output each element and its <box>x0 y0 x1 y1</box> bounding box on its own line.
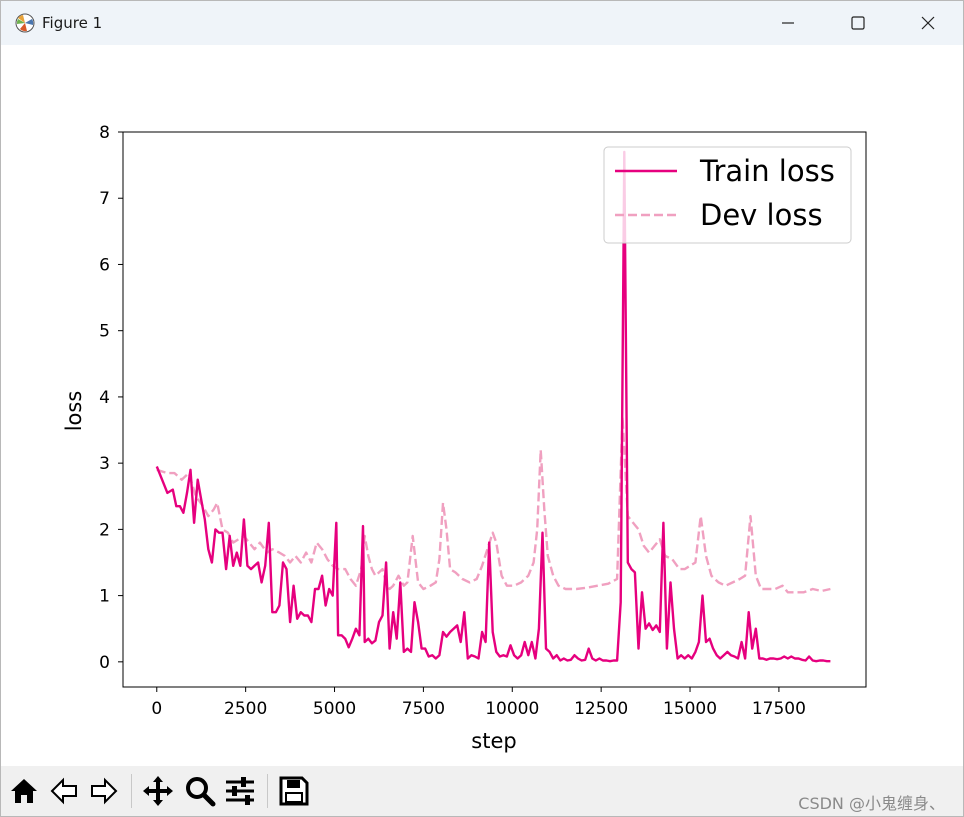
x-tick-label: 5000 <box>313 699 356 719</box>
title-bar[interactable]: Figure 1 <box>1 1 963 45</box>
y-tick-label: 0 <box>99 653 110 673</box>
legend-dev-label: Dev loss <box>700 198 823 232</box>
x-tick-label: 10000 <box>485 699 539 719</box>
pan-icon <box>143 776 173 806</box>
y-tick-label: 5 <box>99 322 110 342</box>
dev-loss-line <box>156 415 831 594</box>
x-tick-label: 15000 <box>663 699 717 719</box>
train-loss-line <box>155 150 831 663</box>
x-tick-label: 0 <box>151 699 162 719</box>
close-icon <box>921 16 935 30</box>
y-tick-label: 8 <box>99 123 110 143</box>
watermark: CSDN @小鬼缠身、 <box>798 794 945 813</box>
x-axis-label: step <box>471 729 516 753</box>
maximize-button[interactable] <box>823 1 893 45</box>
close-button[interactable] <box>893 1 963 45</box>
forward-button[interactable] <box>87 774 121 808</box>
legend: Train loss Dev loss <box>603 146 852 244</box>
zoom-icon <box>186 777 216 807</box>
minimize-icon <box>782 22 794 24</box>
navigation-toolbar: CSDN @小鬼缠身、 <box>1 766 963 816</box>
y-tick-label: 2 <box>99 520 110 540</box>
save-icon <box>279 776 309 806</box>
y-axis-label: loss <box>62 391 86 432</box>
x-tick-label: 2500 <box>224 699 267 719</box>
maximize-icon <box>851 16 865 30</box>
configure-subplots-icon <box>226 777 254 805</box>
configure-subplots-button[interactable] <box>223 774 257 808</box>
home-button[interactable] <box>7 774 41 808</box>
pan-button[interactable] <box>141 774 175 808</box>
toolbar-separator <box>267 774 268 808</box>
window-title: Figure 1 <box>42 14 103 32</box>
home-icon <box>11 779 37 803</box>
y-tick-label: 4 <box>99 388 110 408</box>
y-tick-label: 1 <box>99 587 110 607</box>
back-arrow-icon <box>50 777 77 805</box>
back-button[interactable] <box>47 774 81 808</box>
x-tick-label: 17500 <box>752 699 806 719</box>
y-tick-label: 3 <box>99 454 110 474</box>
minimize-button[interactable] <box>753 1 823 45</box>
matplotlib-logo-icon <box>15 13 35 33</box>
legend-train-label: Train loss <box>699 154 835 188</box>
plot-frame <box>122 131 867 688</box>
zoom-button[interactable] <box>183 774 217 808</box>
figure-canvas[interactable]: 0 2500 5000 7500 10000 12500 15000 17500 0 1 2 3 4 5… <box>1 45 963 765</box>
toolbar-separator <box>131 774 132 808</box>
loss-chart: 0 2500 5000 7500 10000 12500 15000 17500 0 1 2 3 4 5… <box>62 123 867 753</box>
y-tick-label: 7 <box>99 189 110 209</box>
x-tick-label: 7500 <box>402 699 445 719</box>
y-tick-label: 6 <box>99 255 110 275</box>
forward-arrow-icon <box>91 777 118 805</box>
x-tick-label: 12500 <box>574 699 628 719</box>
save-button[interactable] <box>277 774 311 808</box>
